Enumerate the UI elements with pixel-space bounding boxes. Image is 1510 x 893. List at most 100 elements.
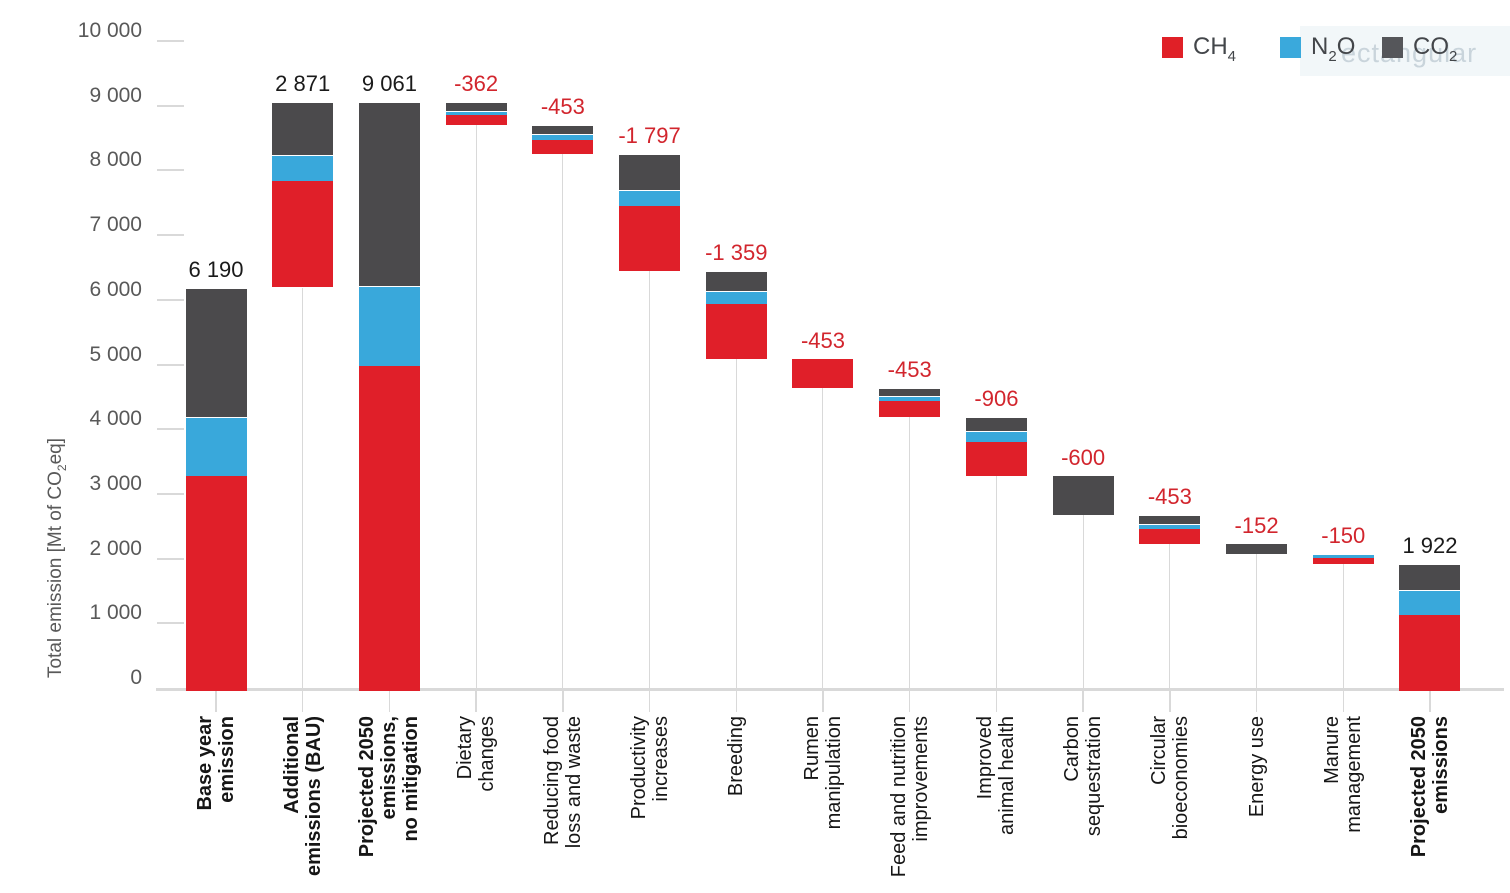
bar-value-label: -453 bbox=[887, 356, 932, 382]
bar-segment-n2o bbox=[965, 431, 1027, 443]
y-axis-tick-label: 5 000 bbox=[89, 342, 142, 366]
bar-value-label: -453 bbox=[800, 327, 845, 353]
legend-label-ch4-sub: 4 bbox=[1227, 48, 1237, 65]
bar-segment-co2 bbox=[1052, 475, 1114, 515]
bar-segment-co2 bbox=[532, 125, 594, 135]
bar-segment-co2 bbox=[1139, 514, 1201, 525]
bar-segment-co2 bbox=[445, 101, 507, 111]
bar-value-label: -150 bbox=[1321, 522, 1366, 548]
bar-segment-ch4 bbox=[965, 442, 1027, 476]
x-axis-tick bbox=[388, 691, 391, 712]
y-axis-tick-label: 9 000 bbox=[89, 83, 142, 107]
y-axis-tick-label: 7 000 bbox=[89, 213, 142, 237]
bar-segment-n2o bbox=[185, 417, 247, 477]
x-axis-tick bbox=[735, 691, 738, 712]
x-axis-label: Productivity increases bbox=[627, 716, 672, 820]
bar-segment-n2o bbox=[1139, 524, 1201, 530]
y-axis-tick bbox=[157, 298, 184, 301]
bar-segment-ch4 bbox=[705, 304, 767, 359]
bar-value-label: -362 bbox=[454, 70, 499, 96]
bar-value-label: -152 bbox=[1234, 513, 1279, 539]
bar-value-label: 2 871 bbox=[275, 70, 331, 96]
x-axis-label: Projected 2050 emissions bbox=[1407, 716, 1452, 858]
waterfall-stem bbox=[1342, 563, 1344, 688]
x-axis-label: Dietary changes bbox=[454, 716, 499, 792]
x-axis-tick bbox=[1429, 691, 1431, 712]
bar-value-label: -1 359 bbox=[705, 239, 768, 265]
y-axis-tick-label: 2 000 bbox=[89, 536, 142, 560]
x-axis-label: Feed and nutrition improvements bbox=[887, 716, 932, 878]
x-axis-label: Projected 2050 emissions, no mitigation bbox=[356, 716, 423, 858]
x-axis-tick bbox=[1255, 691, 1258, 712]
bar-value-label: 6 190 bbox=[188, 256, 244, 282]
bar-value-label: -1 797 bbox=[618, 123, 681, 149]
watermark-text: ectangular bbox=[1341, 38, 1478, 68]
y-axis-tick-label: 4 000 bbox=[89, 407, 142, 431]
x-axis-tick bbox=[562, 691, 564, 712]
bar-segment-ch4 bbox=[358, 366, 420, 691]
bar-segment-ch4 bbox=[1139, 529, 1201, 545]
bar-segment-co2 bbox=[1399, 563, 1461, 590]
bar-segment-n2o bbox=[272, 154, 334, 182]
legend-label-n2o-sub: 2 bbox=[1328, 48, 1337, 65]
waterfall-stem bbox=[822, 387, 824, 688]
y-axis-tick bbox=[157, 104, 184, 107]
x-axis-label: Additional emissions (BAU) bbox=[280, 716, 325, 877]
x-axis-tick bbox=[1082, 691, 1084, 712]
bar-segment-ch4 bbox=[1399, 614, 1461, 691]
bar-segment-co2 bbox=[1226, 544, 1288, 554]
bar-segment-ch4 bbox=[792, 358, 854, 388]
x-axis-tick bbox=[648, 691, 651, 712]
bar-value-label: -453 bbox=[1147, 483, 1192, 509]
bar-segment-co2 bbox=[619, 154, 681, 191]
x-axis-tick bbox=[908, 691, 911, 712]
waterfall-stem bbox=[649, 270, 651, 688]
waterfall-stem bbox=[1082, 514, 1084, 688]
bar-segment-ch4 bbox=[272, 181, 334, 288]
legend-label-n2o: N2O bbox=[1311, 33, 1355, 65]
y-axis-tick-label: 6 000 bbox=[89, 277, 142, 301]
bar-segment-ch4 bbox=[1312, 558, 1374, 564]
bar-segment-co2 bbox=[879, 387, 941, 397]
x-axis-label: Improved animal health bbox=[974, 716, 1019, 835]
x-axis-tick bbox=[1342, 691, 1345, 712]
bar-segment-n2o bbox=[532, 134, 594, 141]
bar-segment-ch4 bbox=[445, 114, 507, 126]
x-axis-line bbox=[156, 688, 1504, 691]
y-axis-tick-label: 10 000 bbox=[77, 19, 142, 42]
bar-segment-n2o bbox=[358, 285, 420, 367]
x-axis-tick bbox=[1169, 691, 1171, 712]
x-axis-label: Carbon sequestration bbox=[1061, 716, 1106, 837]
x-axis-tick bbox=[822, 691, 824, 712]
bar-segment-co2 bbox=[185, 287, 247, 418]
bar-segment-n2o bbox=[619, 190, 681, 206]
waterfall-stem bbox=[735, 358, 737, 688]
waterfall-stem bbox=[909, 417, 911, 688]
x-axis-label: Manure management bbox=[1321, 716, 1366, 833]
x-axis-tick bbox=[301, 691, 304, 712]
waterfall-stem bbox=[475, 125, 477, 688]
legend-label-ch4-main: CH bbox=[1193, 33, 1228, 60]
y-axis-tick bbox=[157, 169, 184, 172]
legend-label-co2-sub: 2 bbox=[1449, 48, 1458, 65]
x-axis-label: Circular bioeconomies bbox=[1147, 716, 1192, 840]
y-axis-tick-label: 3 000 bbox=[89, 471, 142, 495]
x-axis-label: Breeding bbox=[725, 716, 748, 797]
waterfall-stem bbox=[1256, 553, 1258, 688]
x-axis-tick bbox=[475, 691, 477, 712]
legend-label-ch4: CH4 bbox=[1193, 33, 1236, 65]
bar-segment-ch4 bbox=[185, 476, 247, 691]
x-axis-tick bbox=[215, 691, 217, 712]
bar-segment-n2o bbox=[879, 396, 941, 401]
x-axis-tick bbox=[995, 691, 998, 712]
bar-segment-ch4 bbox=[879, 400, 941, 418]
y-axis-tick bbox=[157, 40, 184, 42]
y-axis-tick-label: 0 bbox=[130, 666, 142, 689]
bar-segment-co2 bbox=[272, 101, 334, 155]
bar-value-label: 1 922 bbox=[1402, 532, 1458, 558]
legend-label-n2o-main: N bbox=[1311, 33, 1329, 60]
legend-label-co2-main: CO bbox=[1413, 33, 1449, 60]
bar-value-label: -906 bbox=[974, 386, 1019, 412]
